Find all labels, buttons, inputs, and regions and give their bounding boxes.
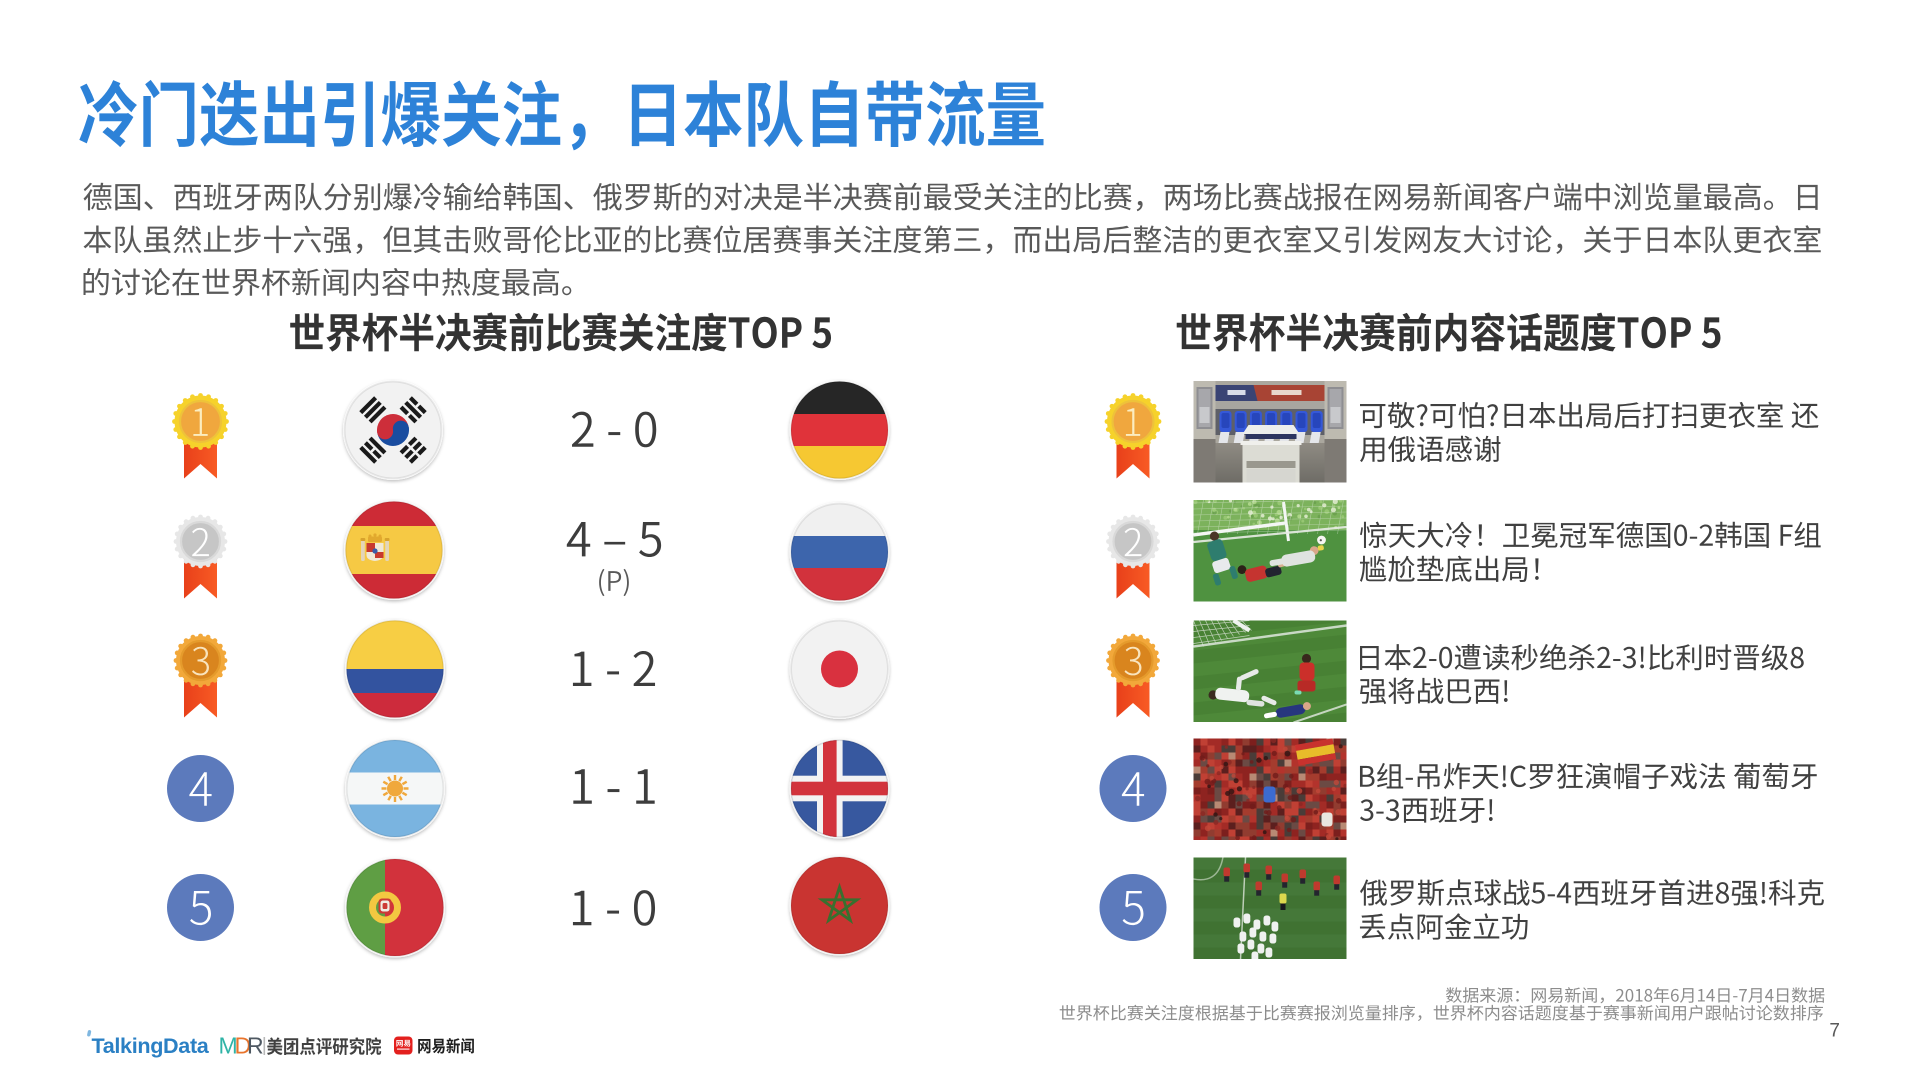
- svg-text:M: M: [219, 1033, 238, 1059]
- svg-text:7: 7: [1829, 1021, 1840, 1042]
- svg-text:D: D: [235, 1033, 252, 1059]
- svg-text:R: R: [247, 1033, 264, 1059]
- svg-text:TalkingData: TalkingData: [92, 1033, 210, 1058]
